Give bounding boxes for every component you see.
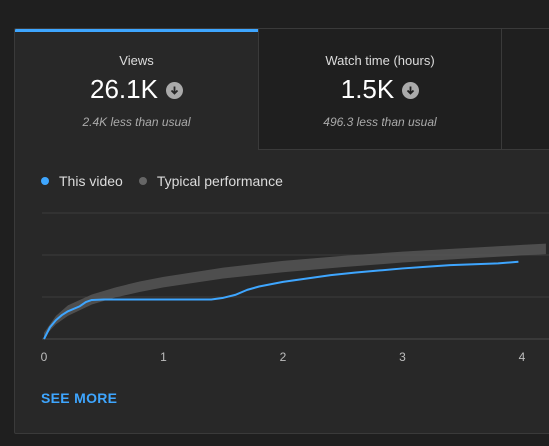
x-tick-label: 0 <box>41 350 48 364</box>
tab-next-partial[interactable] <box>502 29 549 150</box>
selected-tab-indicator <box>15 29 258 32</box>
x-tick-label: 2 <box>280 350 287 364</box>
tab-value-row: 26.1K <box>15 74 258 105</box>
tab-watch-time[interactable]: Watch time (hours) 1.5K 496.3 less than … <box>258 29 502 150</box>
x-tick-label: 3 <box>399 350 406 364</box>
legend-label: This video <box>59 173 123 189</box>
performance-chart: 0 1 2 3 4 <box>41 212 549 364</box>
tab-value: 1.5K <box>340 74 395 104</box>
x-tick-label: 4 <box>519 350 526 364</box>
tab-label: Watch time (hours) <box>325 53 435 68</box>
tab-views[interactable]: Views 26.1K 2.4K less than usual <box>15 29 258 150</box>
this-video-line <box>43 260 519 340</box>
legend-typical[interactable]: Typical performance <box>138 173 283 189</box>
tab-label: Views <box>119 53 154 68</box>
tab-value: 26.1K <box>90 74 158 104</box>
legend-dot-icon <box>138 177 147 185</box>
tab-value-row: 1.5K <box>259 74 501 105</box>
legend-this-video[interactable]: This video <box>41 173 123 189</box>
arrow-down-icon <box>402 82 420 99</box>
x-tick-label: 1 <box>160 350 167 364</box>
legend-dot-icon <box>41 177 49 185</box>
metrics-panel: Views 26.1K 2.4K less than usual Watch t… <box>14 28 549 434</box>
see-more-link[interactable]: SEE MORE <box>41 390 118 406</box>
legend-label: Typical performance <box>156 173 283 189</box>
tab-comparison-text: 496.3 less than usual <box>323 115 437 129</box>
chart-legend: This video Typical performance <box>41 173 299 189</box>
arrow-down-icon <box>165 82 183 99</box>
tab-comparison-text: 2.4K less than usual <box>82 115 191 129</box>
typical-performance-band <box>44 243 546 337</box>
